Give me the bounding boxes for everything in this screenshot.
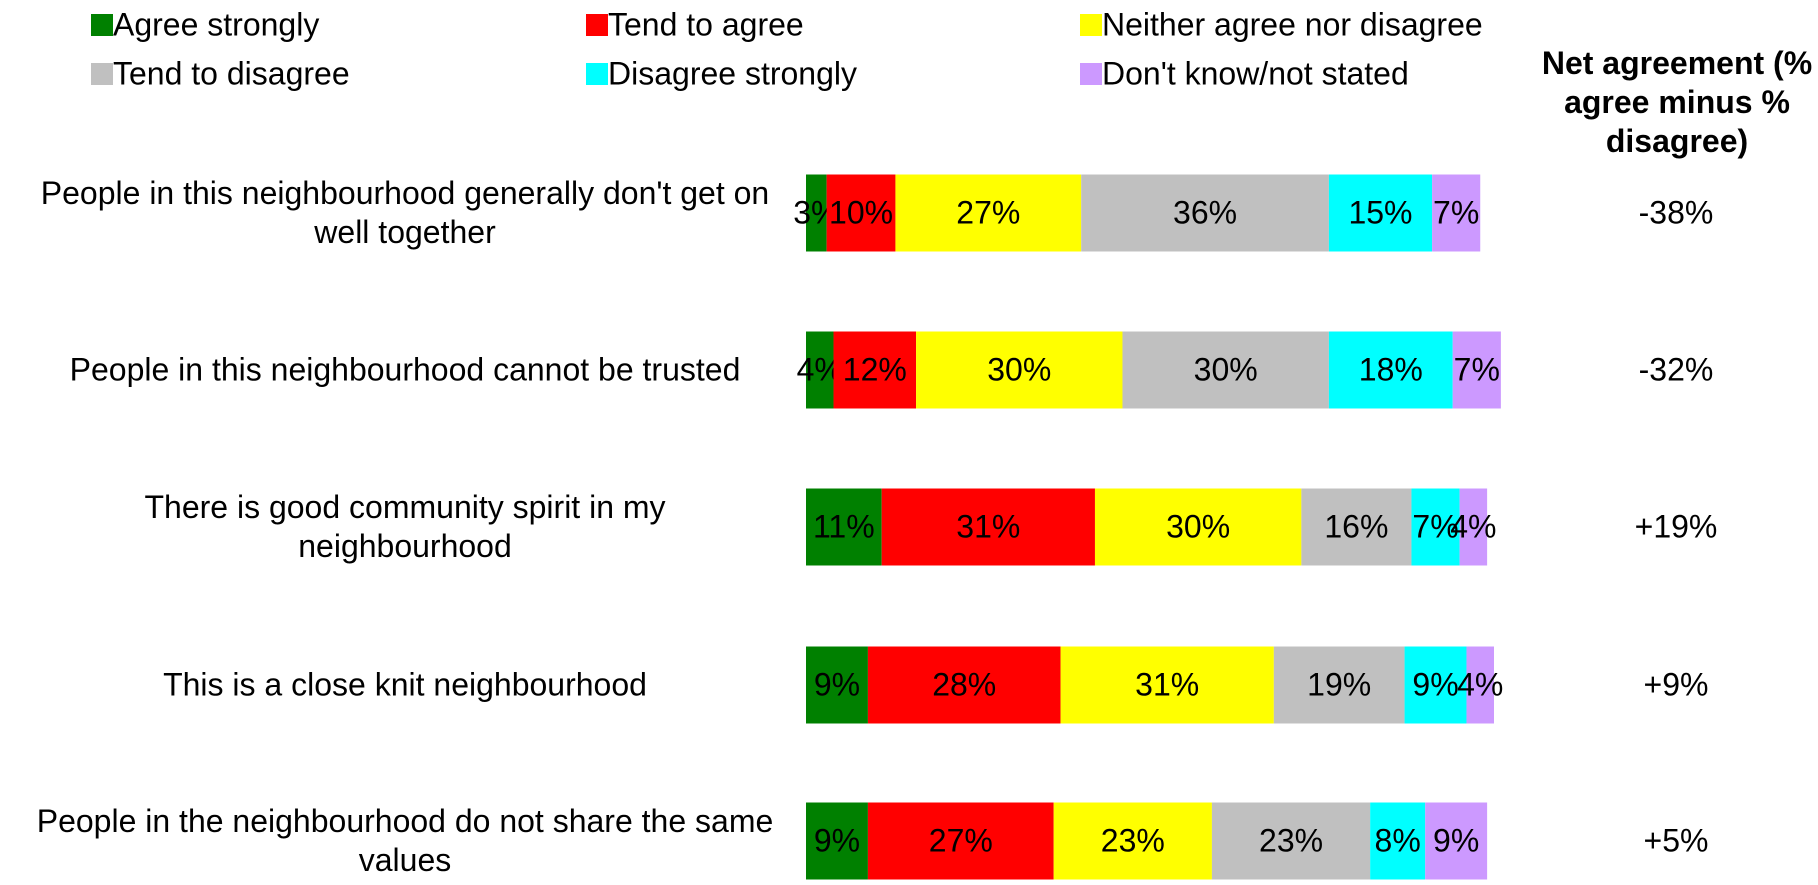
data-label: 4% [1450,508,1496,544]
bar-segment [806,488,882,566]
legend-label: Tend to agree [608,6,804,42]
bar-segment [833,331,917,409]
data-label: 31% [956,508,1020,544]
bar-segment [1452,331,1501,409]
bar-segment [1328,331,1453,409]
legend-label: Disagree strongly [608,55,857,91]
bar-segment [1432,174,1481,252]
data-label: 30% [1194,351,1258,387]
net-label: +5% [1644,822,1709,858]
bar-segment [1370,802,1426,880]
bar-segment [1404,646,1467,724]
category-label: People in the neighbourhood do not share… [36,803,774,878]
data-label: 7% [1412,508,1458,544]
data-label: 12% [843,351,907,387]
data-label: 23% [1259,822,1323,858]
data-label: 31% [1135,666,1199,702]
bar-segment [1053,802,1212,880]
legend-swatch [586,14,608,36]
data-label: 10% [829,194,893,230]
bar-segment [1060,646,1274,724]
bar-segment [867,802,1054,880]
data-label: 9% [1412,666,1458,702]
data-label: 8% [1375,822,1421,858]
bar-segment [867,646,1061,724]
data-label: 9% [1433,822,1479,858]
net-title: Net agreement (% agree minus % disagree) [1541,45,1813,159]
bar-segment [1122,331,1329,409]
bar-segment [1094,488,1302,566]
legend-swatch [91,14,113,36]
bar-segment [826,174,896,252]
legend-swatch [1080,63,1102,85]
data-label: 28% [932,666,996,702]
category-label: This is a close knit neighbourhood [163,666,647,703]
category-label: People in this neighbourhood cannot be t… [69,351,741,388]
data-label: 7% [1433,194,1479,230]
bar-segment [1273,646,1405,724]
net-label: -32% [1639,351,1714,387]
legend-swatch [91,63,113,85]
bar-segment [1459,488,1488,566]
bar-segment [1211,802,1371,880]
data-label: 19% [1307,666,1371,702]
category-label: There is good community spirit in my nei… [144,489,666,564]
data-label: 27% [929,822,993,858]
legend-label: Neither agree nor disagree [1102,6,1483,42]
data-label: 9% [814,666,860,702]
data-label: 36% [1173,194,1237,230]
data-label: 15% [1348,194,1412,230]
data-label: 7% [1454,351,1500,387]
bar-segment [806,174,827,252]
bar-segment [895,174,1082,252]
data-label: 30% [1166,508,1230,544]
data-label: 30% [987,351,1051,387]
bar-segment [1466,646,1494,724]
bar-segment [1425,802,1488,880]
bar-segment [881,488,1095,566]
bar-segment [1301,488,1412,566]
legend-label: Agree strongly [113,6,319,42]
category-label: People in this neighbourhood generally d… [40,175,770,250]
data-label: 23% [1101,822,1165,858]
data-label: 11% [813,508,875,544]
net-label: -38% [1639,194,1714,230]
data-label: 27% [956,194,1020,230]
data-label: 9% [814,822,860,858]
bar-segment [806,802,868,880]
legend-swatch [586,63,608,85]
net-label: +9% [1644,666,1709,702]
bar-segment [1081,174,1329,252]
legend-label: Tend to disagree [113,55,350,91]
legend-label: Don't know/not stated [1102,55,1409,91]
bar-segment [806,331,834,409]
data-label: 4% [1457,666,1503,702]
data-label: 16% [1324,508,1388,544]
bar-segment [806,646,868,724]
bar-segment [916,331,1123,409]
data-label: 18% [1359,351,1423,387]
bar-segment [1411,488,1460,566]
net-label: +19% [1635,508,1718,544]
legend-swatch [1080,14,1102,36]
bar-segment [1328,174,1433,252]
